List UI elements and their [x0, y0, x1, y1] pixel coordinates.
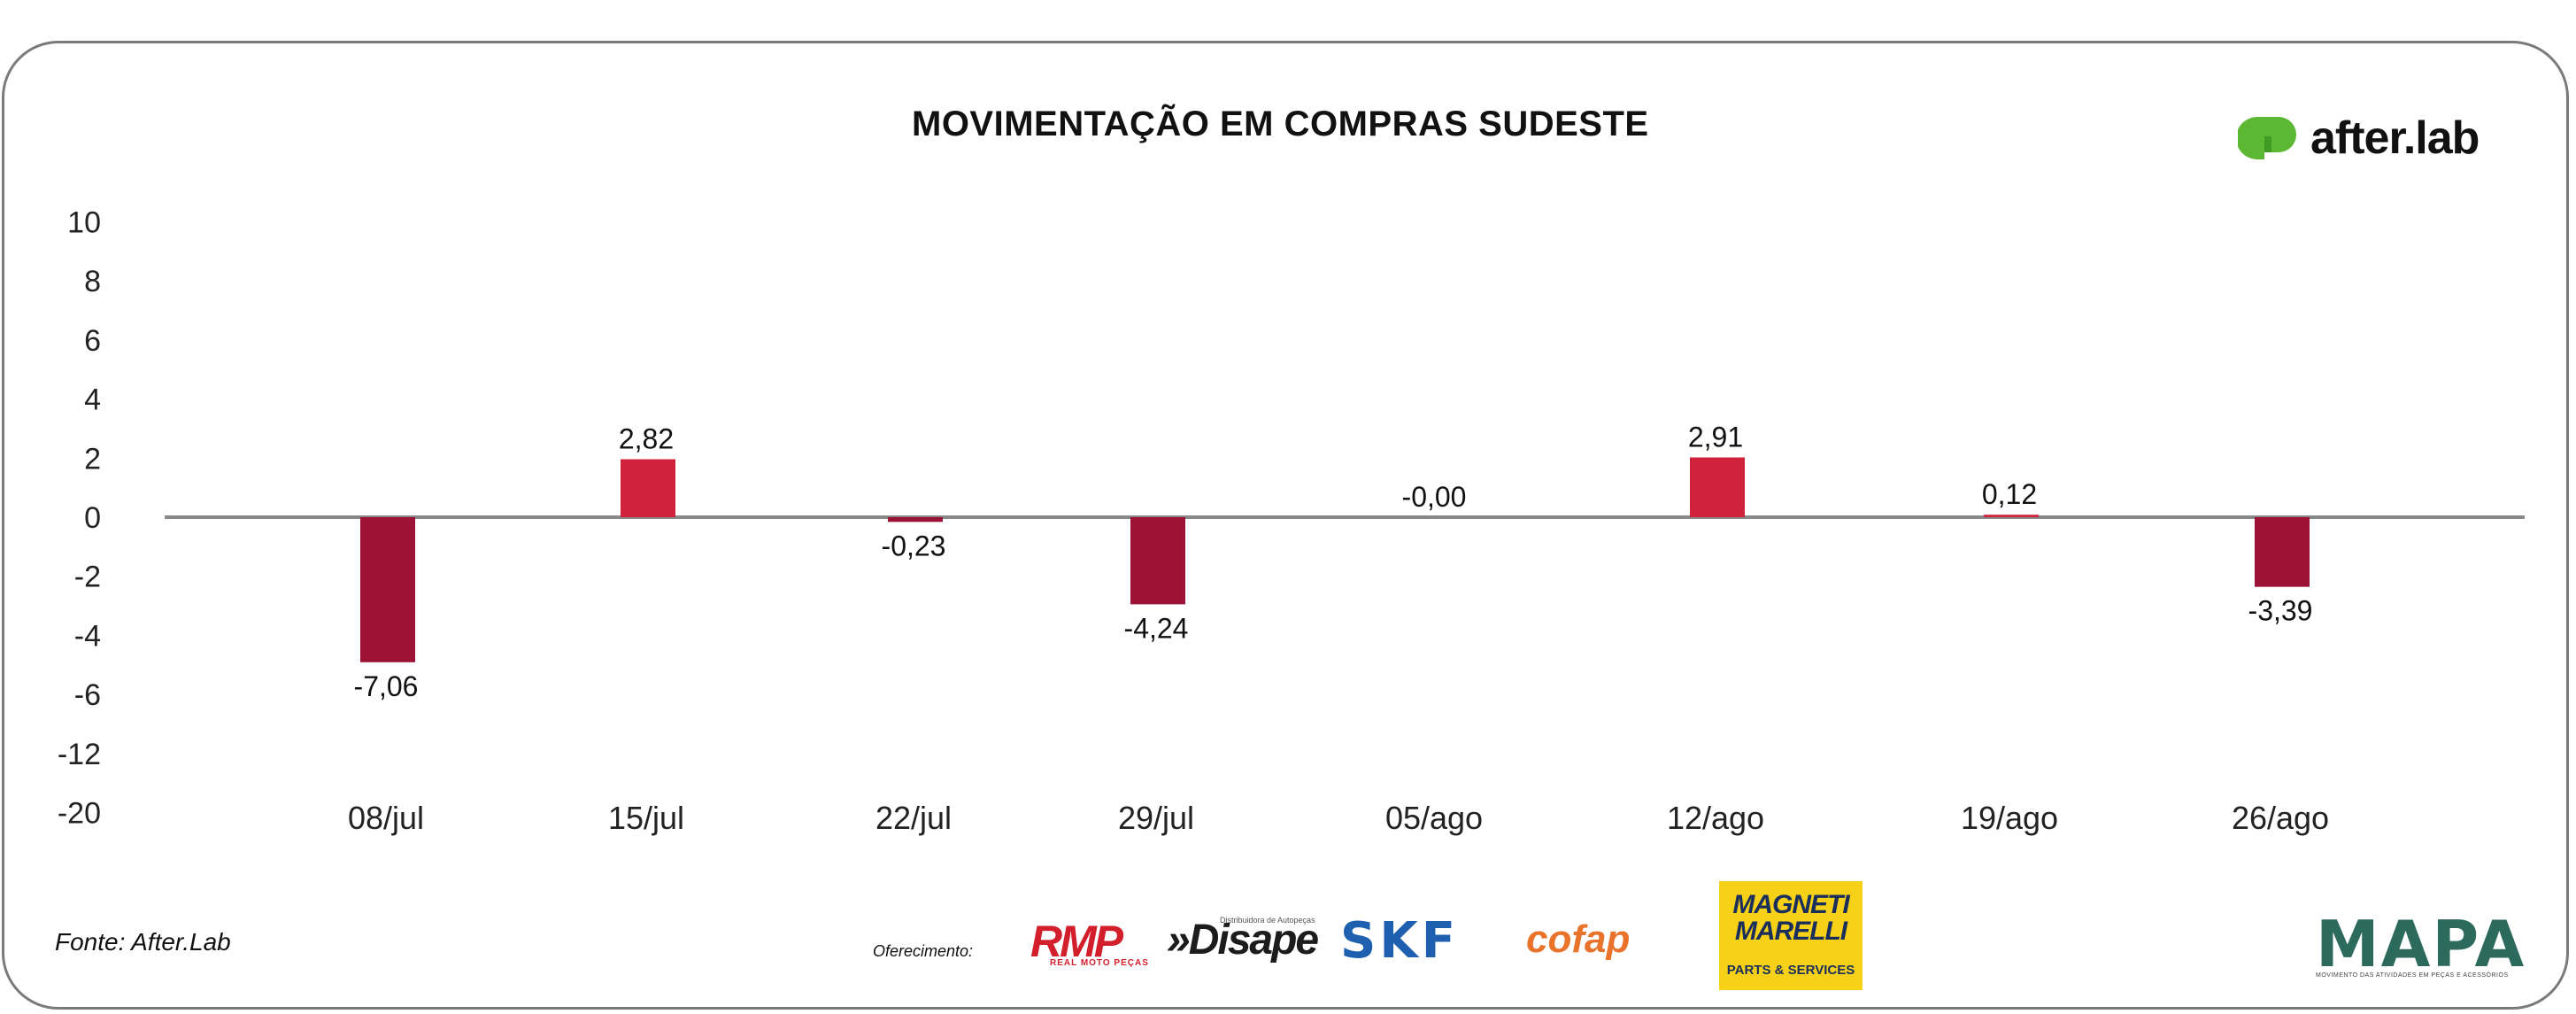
x-tick-label: 22/jul	[875, 800, 952, 836]
rmp-logo: RMP	[1030, 917, 1123, 966]
sponsor-label: Oferecimento:	[873, 942, 974, 960]
bar	[621, 459, 675, 517]
cofap-logo: cofap	[1526, 917, 1631, 961]
bar-value-label: -4,24	[1124, 612, 1189, 644]
x-tick-label: 12/ago	[1667, 800, 1764, 836]
disape-logo: »Disape	[1167, 917, 1319, 964]
y-tick-label: -12	[58, 738, 101, 771]
bar-value-label: 0,12	[1982, 478, 2037, 510]
y-tick-label: -2	[74, 561, 101, 594]
y-tick-label: -20	[58, 797, 101, 831]
y-tick-label: 6	[84, 324, 101, 358]
bar-value-label: -0,00	[1402, 481, 1467, 513]
y-tick-label: 4	[84, 383, 101, 417]
disape-logo-subtitle: Distribuidora de Autopeças	[1220, 916, 1315, 925]
y-tick-label: 8	[84, 265, 101, 298]
bar	[2255, 517, 2310, 587]
chart-title: MOVIMENTAÇÃO EM COMPRAS SUDESTE	[912, 104, 1649, 143]
y-tick-label: 2	[84, 442, 101, 476]
bar	[360, 517, 415, 662]
source-note: Fonte: After.Lab	[55, 928, 231, 956]
mapa-logo: MAPA	[2316, 907, 2526, 981]
bar-value-label: -3,39	[2248, 595, 2313, 627]
bar-value-label: 2,82	[619, 423, 674, 455]
bar-value-label: -7,06	[354, 670, 419, 702]
y-tick-label: -4	[74, 619, 101, 653]
rmp-logo-subtitle: REAL MOTO PEÇAS	[1050, 958, 1149, 968]
bar	[1130, 517, 1185, 605]
x-tick-label: 29/jul	[1118, 800, 1194, 836]
bar	[888, 517, 943, 522]
mapa-tagline: MOVIMENTO DAS ATIVIDADES EM PEÇAS E ACES…	[2316, 972, 2509, 979]
bar-value-label: -0,23	[882, 530, 946, 561]
x-tick-label: 05/ago	[1385, 800, 1483, 836]
bar	[1984, 515, 2039, 517]
after-lab-logo: after.lab	[2238, 112, 2480, 165]
x-tick-label: 19/ago	[1961, 800, 2058, 836]
bar-value-label: 2,91	[1688, 421, 1743, 453]
x-tick-label: 26/ago	[2232, 800, 2329, 836]
x-tick-label: 08/jul	[348, 800, 424, 836]
chart-card	[2, 41, 2569, 1010]
y-tick-label: 10	[67, 206, 101, 240]
magneti-marelli-subtitle: PARTS & SERVICES	[1726, 963, 1855, 978]
after-lab-icon	[2238, 117, 2296, 159]
magneti-marelli-wordmark: MAGNETI MARELLI	[1732, 890, 1849, 946]
x-tick-label: 15/jul	[608, 800, 684, 836]
skf-logo: SKF	[1340, 912, 1459, 970]
bar	[1690, 457, 1745, 517]
y-tick-label: -6	[74, 678, 101, 712]
magneti-marelli-logo: MAGNETI MARELLI PARTS & SERVICES	[1719, 881, 1863, 990]
y-tick-label: 0	[84, 501, 101, 535]
after-lab-wordmark: after.lab	[2310, 112, 2480, 164]
